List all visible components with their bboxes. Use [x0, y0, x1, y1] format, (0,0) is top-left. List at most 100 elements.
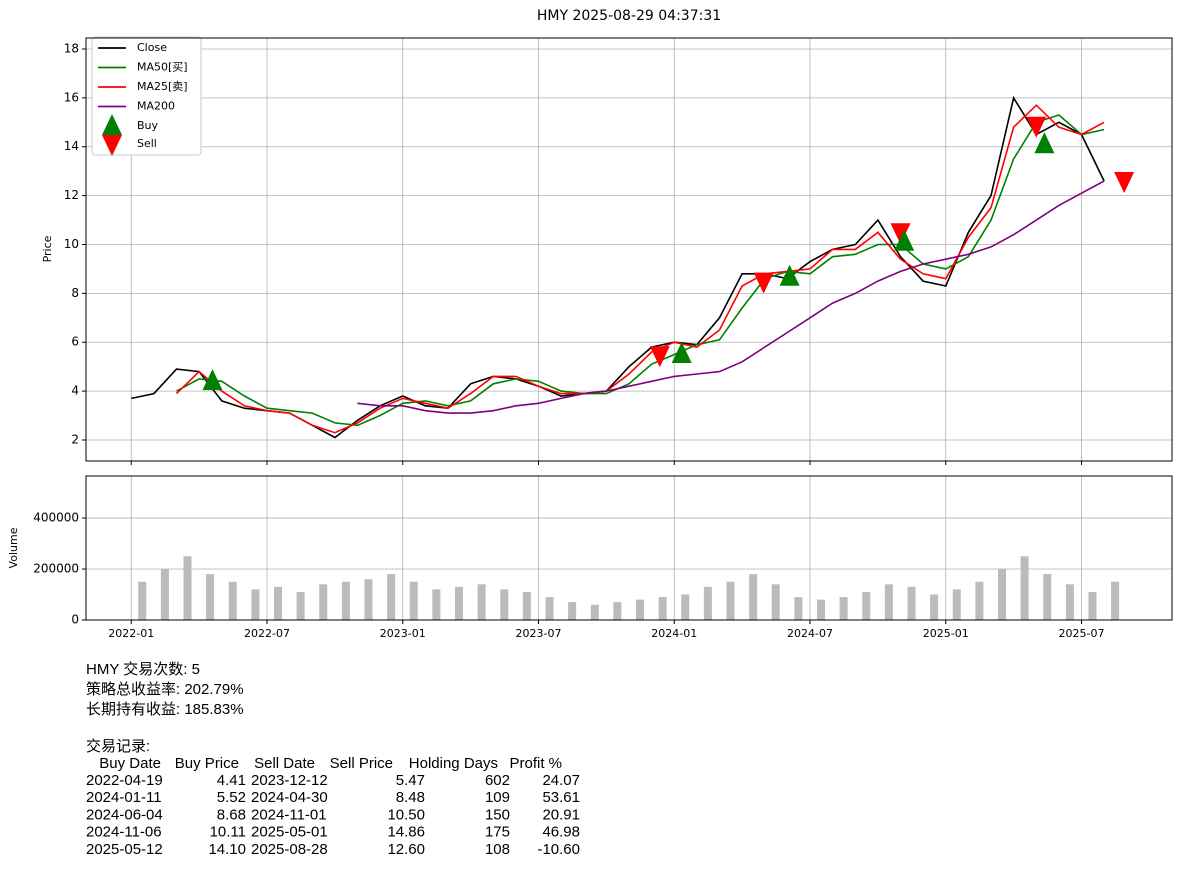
table-cell: 109	[485, 789, 510, 806]
volume-bar	[138, 581, 147, 620]
volume-bar	[387, 574, 396, 620]
volume-bar	[319, 584, 328, 620]
x-tick-label: 2022-01	[108, 627, 154, 640]
volume-bar	[545, 597, 554, 620]
volume-bar	[726, 581, 735, 620]
volume-bar	[749, 574, 758, 620]
volume-bar	[884, 584, 893, 620]
table-cell: 24.07	[542, 772, 580, 789]
table-cell: 5.52	[217, 789, 246, 806]
volume-bar	[794, 597, 803, 620]
plot-frame	[85, 37, 1173, 462]
table-cell: 8.68	[217, 806, 246, 823]
y-tick-label: 18	[64, 41, 79, 55]
y-tick-label: 200000	[33, 562, 79, 576]
legend: Close MA50[买] MA25[卖] MA200 Buy Sell	[91, 36, 202, 156]
volume-bar	[817, 599, 825, 620]
table-cell: 2024-06-04	[86, 806, 163, 823]
table-header: Buy Date	[99, 755, 161, 772]
volume-bar	[636, 599, 644, 620]
volume-bar	[771, 584, 780, 620]
volume-bar	[703, 586, 712, 620]
trade-marker	[779, 264, 800, 286]
table-cell: 2023-12-12	[251, 772, 328, 789]
y-tick-label: 14	[64, 139, 79, 153]
x-tick-label: 2024-01	[651, 627, 697, 640]
table-header: Sell Date	[254, 755, 315, 772]
legend-swatch	[102, 114, 122, 135]
table-header: Profit %	[509, 755, 562, 772]
table-cell: 2024-04-30	[251, 789, 328, 806]
volume-bar	[681, 594, 690, 620]
table-header: Holding Days	[409, 755, 498, 772]
table-cell: 2024-01-11	[86, 789, 162, 806]
y-axis-label: Volume	[7, 527, 20, 568]
table-header: Buy Price	[175, 755, 239, 772]
table-cell: 20.91	[542, 806, 580, 823]
x-tick-label: 2025-01	[923, 627, 969, 640]
table-cell: 602	[485, 772, 510, 789]
legend-swatch	[102, 135, 122, 156]
table-cell: 5.47	[396, 772, 425, 789]
table-cell: 2025-05-12	[86, 841, 163, 858]
table-cell: 46.98	[542, 824, 580, 841]
volume-bar	[274, 586, 282, 620]
trade-marker	[1034, 132, 1055, 154]
volume-bar	[613, 602, 622, 620]
volume-bar	[500, 589, 509, 620]
trade-marker	[890, 223, 911, 245]
table-cell: 4.41	[217, 772, 246, 789]
x-tick-label: 2023-01	[380, 627, 426, 640]
x-tick-label: 2022-07	[244, 627, 290, 640]
summary-line: 策略总收益率: 202.79%	[86, 681, 244, 698]
y-tick-label: 8	[71, 286, 79, 300]
summary-line: 长期持有收益: 185.83%	[86, 701, 244, 718]
volume-bar	[1088, 591, 1097, 620]
volume-bar	[930, 594, 939, 620]
volume-bar	[477, 584, 486, 620]
chart-title: HMY 2025-08-29 04:37:31	[537, 8, 721, 24]
volume-bar	[862, 591, 871, 620]
volume-bar	[251, 589, 260, 620]
volume-bar	[364, 579, 373, 620]
volume-bar	[568, 602, 577, 620]
legend-label: MA25[卖]	[137, 80, 188, 93]
trades-title: 交易记录:	[86, 737, 150, 755]
trade-marker	[1026, 116, 1047, 138]
table-cell: 10.11	[210, 824, 246, 841]
legend-label: Buy	[137, 119, 159, 132]
legend-label: MA200	[137, 100, 175, 113]
volume-bar	[183, 556, 192, 620]
table-cell: 150	[485, 806, 510, 823]
volume-bar	[590, 604, 599, 620]
y-tick-label: 16	[64, 90, 79, 104]
y-tick-label: 6	[71, 335, 79, 349]
y-tick-label: 4	[71, 384, 79, 398]
table-cell: 14.10	[208, 841, 246, 858]
table-cell: 14.86	[387, 824, 425, 841]
volume-bar	[1111, 581, 1120, 620]
volume-bar	[296, 591, 305, 620]
volume-bar	[1020, 556, 1029, 620]
volume-bar	[1043, 574, 1052, 620]
trade-marker	[202, 369, 223, 391]
summary-line: HMY 交易次数: 5	[86, 660, 200, 678]
volume-bar	[522, 591, 531, 620]
x-tick-label: 2024-07	[787, 627, 833, 640]
trade-marker	[894, 229, 915, 251]
y-axis-label: Price	[41, 235, 54, 262]
table-cell: 10.50	[387, 806, 425, 823]
table-cell: 12.60	[387, 841, 425, 858]
table-cell: 2025-05-01	[251, 824, 328, 841]
y-tick-label: 10	[64, 237, 79, 251]
table-cell: -10.60	[537, 841, 580, 858]
volume-bar	[839, 597, 848, 620]
volume-bar	[658, 597, 667, 620]
legend-label: MA50[买]	[137, 61, 188, 74]
table-cell: 175	[485, 824, 510, 841]
table-cell: 2024-11-06	[86, 824, 162, 841]
price-line	[357, 180, 1105, 414]
price-line	[175, 104, 1105, 434]
table-cell: 108	[485, 841, 510, 858]
